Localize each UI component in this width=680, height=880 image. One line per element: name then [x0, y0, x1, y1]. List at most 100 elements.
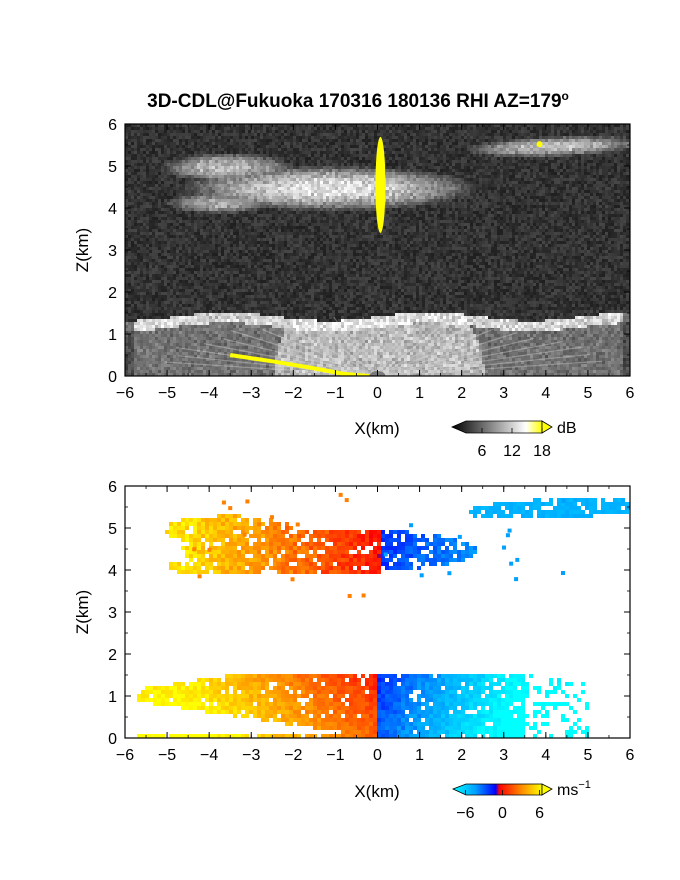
echo-cell: [308, 130, 311, 133]
echo-cell: [314, 166, 317, 169]
echo-cell: [143, 181, 146, 184]
echo-cell: [218, 133, 221, 136]
echo-cell: [365, 193, 368, 196]
echo-cell: [443, 157, 446, 160]
echo-cell: [581, 154, 584, 157]
echo-cell: [164, 181, 167, 184]
echo-cell: [374, 139, 377, 142]
echo-cell: [467, 148, 470, 151]
echo-cell: [503, 151, 506, 154]
echo-cell: [206, 163, 209, 166]
echo-cell: [368, 154, 371, 157]
echo-cell: [392, 148, 395, 151]
echo-cell: [353, 124, 356, 127]
echo-cell: [608, 139, 611, 142]
echo-cell: [269, 130, 272, 133]
echo-cell: [197, 193, 200, 196]
echo-cell: [344, 127, 347, 130]
echo-cell: [515, 124, 518, 127]
echo-cell: [440, 133, 443, 136]
echo-cell: [488, 193, 491, 196]
echo-cell: [581, 130, 584, 133]
echo-cell: [221, 187, 224, 190]
echo-cell: [620, 175, 623, 178]
echo-cell: [278, 157, 281, 160]
echo-cell: [464, 202, 467, 205]
echo-cell: [404, 166, 407, 169]
echo-cell: [317, 175, 320, 178]
echo-cell: [389, 187, 392, 190]
echo-cell: [416, 199, 419, 202]
echo-cell: [329, 181, 332, 184]
echo-cell: [515, 160, 518, 163]
echo-cell: [596, 133, 599, 136]
echo-cell: [407, 136, 410, 139]
echo-cell: [290, 187, 293, 190]
echo-cell: [476, 190, 479, 193]
echo-cell: [605, 136, 608, 139]
echo-cell: [167, 166, 170, 169]
echo-cell: [161, 148, 164, 151]
echo-cell: [191, 205, 194, 208]
echo-cell: [236, 181, 239, 184]
echo-cell: [266, 127, 269, 130]
echo-cell: [419, 130, 422, 133]
echo-cell: [257, 166, 260, 169]
echo-cell: [320, 169, 323, 172]
echo-cell: [218, 151, 221, 154]
echo-cell: [608, 193, 611, 196]
echo-cell: [548, 178, 551, 181]
echo-cell: [536, 130, 539, 133]
echo-cell: [221, 136, 224, 139]
echo-cell: [425, 190, 428, 193]
echo-cell: [344, 202, 347, 205]
echo-cell: [392, 196, 395, 199]
echo-cell: [173, 154, 176, 157]
echo-cell: [599, 163, 602, 166]
echo-cell: [146, 193, 149, 196]
echo-cell: [257, 148, 260, 151]
echo-cell: [284, 205, 287, 208]
echo-cell: [335, 199, 338, 202]
echo-cell: [233, 187, 236, 190]
echo-cell: [200, 178, 203, 181]
echo-cell: [512, 184, 515, 187]
echo-cell: [512, 157, 515, 160]
echo-cell: [602, 199, 605, 202]
echo-cell: [308, 157, 311, 160]
echo-cell: [224, 172, 227, 175]
echo-cell: [500, 148, 503, 151]
echo-cell: [494, 160, 497, 163]
echo-cell: [482, 175, 485, 178]
echo-cell: [140, 136, 143, 139]
echo-cell: [482, 127, 485, 130]
echo-cell: [212, 175, 215, 178]
echo-cell: [176, 211, 179, 214]
echo-cell: [425, 202, 428, 205]
echo-cell: [176, 196, 179, 199]
echo-cell: [623, 136, 626, 139]
echo-cell: [617, 130, 620, 133]
echo-cell: [539, 163, 542, 166]
echo-cell: [404, 148, 407, 151]
echo-cell: [494, 166, 497, 169]
echo-cell: [275, 145, 278, 148]
echo-cell: [398, 127, 401, 130]
echo-cell: [320, 133, 323, 136]
echo-cell: [368, 124, 371, 127]
echo-cell: [338, 157, 341, 160]
echo-cell: [611, 148, 614, 151]
echo-cell: [374, 166, 377, 169]
echo-cell: [425, 127, 428, 130]
echo-cell: [371, 157, 374, 160]
echo-cell: [344, 184, 347, 187]
echo-cell: [548, 157, 551, 160]
echo-cell: [272, 166, 275, 169]
echo-cell: [512, 133, 515, 136]
echo-cell: [248, 208, 251, 211]
echo-cell: [551, 148, 554, 151]
echo-cell: [155, 175, 158, 178]
echo-cell: [257, 199, 260, 202]
echo-cell: [407, 151, 410, 154]
echo-cell: [128, 211, 131, 214]
